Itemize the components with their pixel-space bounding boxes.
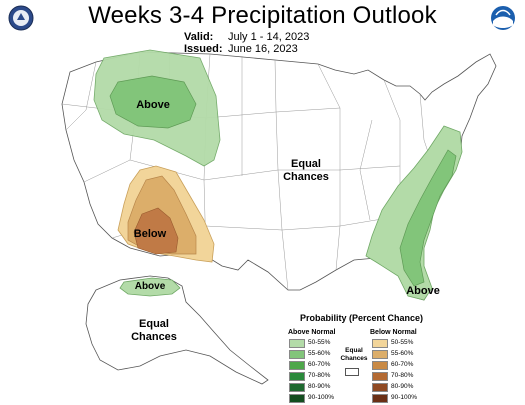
- legend-swatch-below: [372, 339, 388, 348]
- legend-range-above: 50-55%: [308, 339, 331, 346]
- legend-range-above: 70-80%: [308, 372, 331, 379]
- valid-dates: Valid: July 1 - 14, 2023: [184, 31, 309, 43]
- label-north-rockies: Above: [136, 99, 170, 111]
- legend-swatch-below: [372, 383, 388, 392]
- above-region-alaska: [119, 277, 181, 297]
- legend-swatch-above: [289, 383, 305, 392]
- legend-swatch-below: [372, 361, 388, 370]
- legend-range-above: 80-90%: [308, 383, 331, 390]
- issued-value: June 16, 2023: [228, 43, 298, 55]
- legend-swatch-above: [289, 372, 305, 381]
- label-alaska-above: Above: [134, 281, 166, 292]
- legend-range-below: 50-55%: [391, 339, 414, 346]
- above-region-southeast-inner: [399, 149, 457, 287]
- legend-title: Probability (Percent Chance): [300, 313, 424, 323]
- legend-swatch-above: [289, 394, 305, 403]
- issued-label: Issued:: [184, 43, 223, 55]
- issued-date: Issued: June 16, 2023: [184, 43, 298, 55]
- legend-range-below: 90-100%: [391, 394, 418, 401]
- legend-swatch-above: [289, 350, 305, 359]
- legend-swatch-below: [372, 372, 388, 381]
- legend-range-above: 55-60%: [308, 350, 331, 357]
- legend-swatch-above: [289, 339, 305, 348]
- below-region-southwest-inner: [133, 207, 179, 255]
- legend-below-header: Below Normal: [370, 329, 417, 336]
- page-title: Weeks 3-4 Precipitation Outlook: [88, 2, 437, 29]
- noaa-logo: [491, 6, 515, 30]
- legend-range-below: 55-60%: [391, 350, 414, 357]
- legend-range-below: 60-70%: [391, 361, 414, 368]
- legend-swatch-below: [372, 350, 388, 359]
- legend-range-below: 80-90%: [391, 383, 414, 390]
- legend-swatch-below: [372, 394, 388, 403]
- legend-range-above: 60-70%: [308, 361, 331, 368]
- doc-seal-logo: [8, 5, 34, 31]
- valid-label: Valid:: [184, 31, 214, 43]
- legend-above-header: Above Normal: [288, 329, 336, 336]
- valid-value: July 1 - 14, 2023: [228, 31, 310, 43]
- legend-equal-swatch: [345, 368, 359, 376]
- legend-equal-label: Equal Chances: [340, 347, 368, 362]
- label-alaska-equal: Equal Chances: [131, 318, 177, 343]
- alaska-outline: [85, 275, 269, 385]
- label-conus-equal: Equal Chances: [283, 158, 329, 183]
- legend-swatch-above: [289, 361, 305, 370]
- legend-range-below: 70-80%: [391, 372, 414, 379]
- label-southwest: Below: [133, 228, 167, 240]
- above-region-north-rockies-inner: [109, 75, 197, 129]
- legend-range-above: 90-100%: [308, 394, 335, 401]
- label-southeast: Above: [406, 285, 440, 297]
